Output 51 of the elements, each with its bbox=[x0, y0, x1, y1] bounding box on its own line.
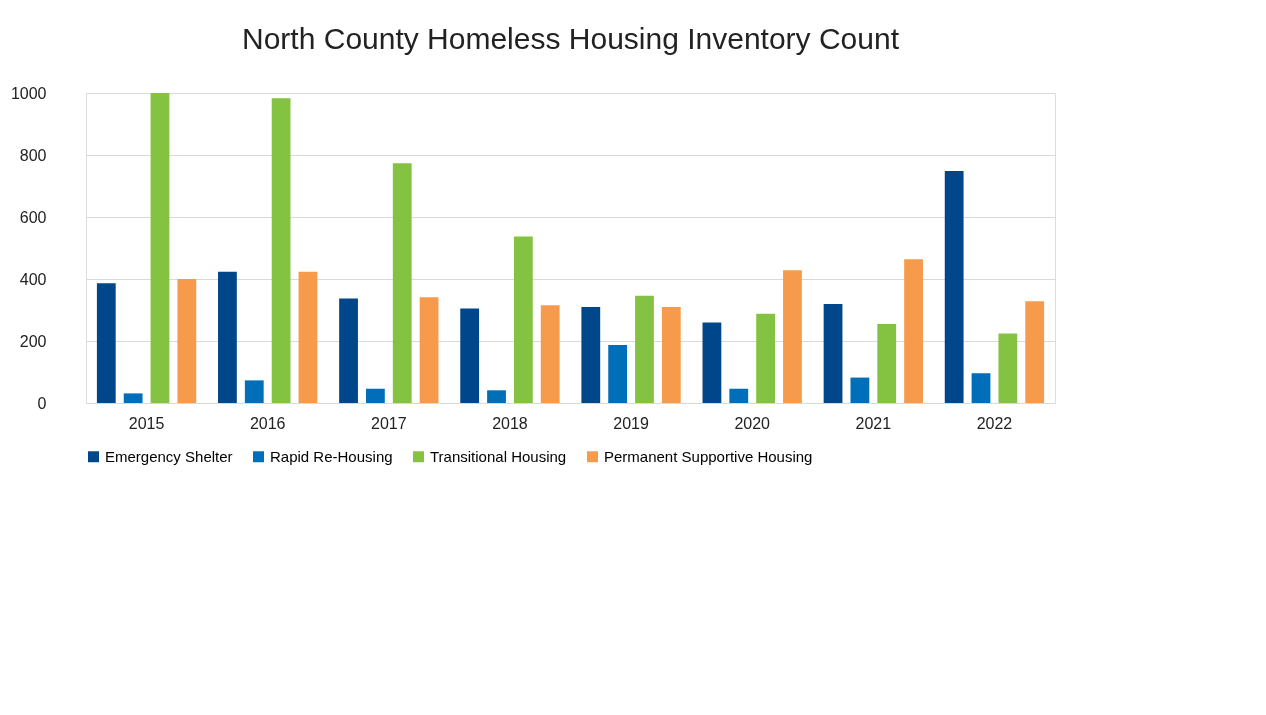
bar bbox=[123, 393, 143, 403]
bar bbox=[96, 283, 116, 403]
y-tick-label: 400 bbox=[19, 270, 47, 288]
x-tick-label: 2022 bbox=[976, 414, 1013, 432]
y-tick-label: 200 bbox=[19, 332, 47, 350]
x-tick-label: 2020 bbox=[734, 414, 771, 432]
bar bbox=[419, 297, 439, 403]
bar bbox=[339, 298, 358, 403]
bar bbox=[877, 323, 897, 403]
y-tick-label: 0 bbox=[37, 394, 47, 412]
bar bbox=[150, 93, 170, 403]
bar bbox=[783, 270, 802, 403]
bar bbox=[729, 388, 749, 403]
legend-label: Rapid Re-Housing bbox=[270, 447, 393, 465]
x-tick-label: 2017 bbox=[371, 414, 407, 432]
bar bbox=[998, 333, 1018, 403]
bar bbox=[971, 373, 991, 403]
bar bbox=[177, 279, 197, 403]
x-tick-label: 2015 bbox=[128, 414, 165, 432]
bar bbox=[1025, 301, 1045, 403]
y-tick-label: 800 bbox=[19, 146, 47, 164]
y-tick-label: 1000 bbox=[10, 84, 47, 102]
bar bbox=[271, 98, 291, 403]
x-tick-label: 2016 bbox=[249, 414, 286, 432]
bar bbox=[540, 305, 560, 403]
bar bbox=[756, 313, 775, 403]
bar bbox=[661, 306, 681, 403]
bar bbox=[244, 380, 264, 403]
bar bbox=[635, 295, 654, 403]
x-tick-label: 2021 bbox=[855, 414, 892, 432]
bar bbox=[392, 163, 412, 403]
bar bbox=[366, 388, 385, 403]
bar bbox=[702, 322, 722, 403]
legend-label: Emergency Shelter bbox=[105, 447, 233, 465]
bar bbox=[513, 236, 533, 403]
bar bbox=[608, 345, 628, 403]
y-tick-label: 600 bbox=[19, 208, 47, 226]
bar bbox=[823, 304, 843, 403]
x-tick-label: 2018 bbox=[492, 414, 528, 432]
bar bbox=[850, 377, 870, 403]
x-tick-label: 2019 bbox=[613, 414, 649, 432]
legend-label: Permanent Supportive Housing bbox=[604, 447, 813, 465]
bar bbox=[581, 306, 601, 403]
bar bbox=[460, 308, 480, 403]
bar bbox=[904, 259, 923, 403]
legend-label: Transitional Housing bbox=[430, 447, 567, 465]
chart-title: North County Homeless Housing Inventory Count bbox=[242, 22, 900, 55]
bar bbox=[218, 271, 237, 403]
bar bbox=[298, 271, 318, 403]
bar bbox=[487, 390, 506, 403]
bar bbox=[944, 171, 964, 403]
